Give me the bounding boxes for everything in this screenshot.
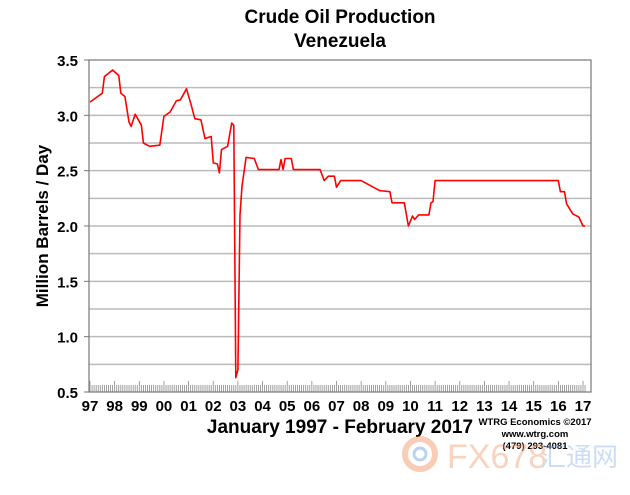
watermark-cjk: 汇通网 — [540, 442, 618, 472]
x-tick-label: 01 — [180, 398, 197, 415]
x-tick-label: 98 — [106, 398, 123, 415]
x-tick-label: 06 — [304, 398, 321, 415]
y-tick-label: 3.5 — [57, 53, 78, 70]
y-tick-label: 2.0 — [57, 219, 78, 236]
watermark-text: FX678 — [447, 438, 547, 476]
credits-line3: (479) 293-4081 — [503, 441, 569, 452]
x-tick-label: 11 — [427, 398, 443, 415]
chart-subtitle: Venezuela — [294, 31, 386, 52]
x-tick-label: 02 — [205, 398, 222, 415]
x-tick-label: 17 — [575, 398, 592, 415]
x-tick-label: 12 — [451, 398, 468, 415]
watermark-swirl-icon — [402, 436, 438, 472]
x-tick-label: 08 — [353, 398, 370, 415]
x-tick-label: 10 — [402, 398, 419, 415]
watermark-logo: FX678 汇通网 — [402, 436, 618, 476]
series-line — [89, 69, 586, 379]
y-tick-label: 1.5 — [57, 274, 78, 291]
x-tick-label: 00 — [156, 398, 173, 415]
y-tick-labels: 3.5 3.0 2.5 2.0 1.5 1.0 0.5 — [57, 53, 89, 402]
x-tick-label: 07 — [328, 398, 345, 415]
x-tick-label: 03 — [230, 398, 247, 415]
x-tick-label: 15 — [525, 398, 542, 415]
x-tick-label: 09 — [377, 398, 394, 415]
y-tick-label: 2.5 — [57, 164, 78, 181]
chart-title: Crude Oil Production — [244, 7, 435, 28]
x-tick-label: 04 — [254, 398, 271, 415]
x-axis-label: January 1997 - February 2017 — [207, 417, 473, 438]
x-tick-label: 13 — [476, 398, 493, 415]
x-minor-ticks — [89, 381, 586, 392]
y-tick-label: 3.0 — [57, 108, 78, 125]
plot-frame — [88, 59, 592, 393]
y-tick-label: 1.0 — [57, 330, 78, 347]
gridlines — [89, 86, 591, 366]
credits-line2: www.wtrg.com — [501, 429, 569, 440]
x-tick-label: 97 — [82, 398, 99, 415]
x-tick-label: 99 — [131, 398, 148, 415]
y-axis-label: Million Barrels / Day — [33, 144, 52, 307]
x-tick-label: 14 — [501, 398, 518, 415]
x-tick-label: 05 — [279, 398, 296, 415]
x-tick-label: 16 — [550, 398, 567, 415]
x-tick-labels: 97 98 99 00 01 02 03 04 05 06 07 08 09 10 11 12 13 14 15 16… — [82, 398, 592, 415]
y-tick-label: 0.5 — [57, 385, 78, 402]
credits: WTRG Economics ©2017 www.wtrg.com (479) … — [478, 417, 591, 452]
credits-line1: WTRG Economics ©2017 — [478, 417, 591, 428]
